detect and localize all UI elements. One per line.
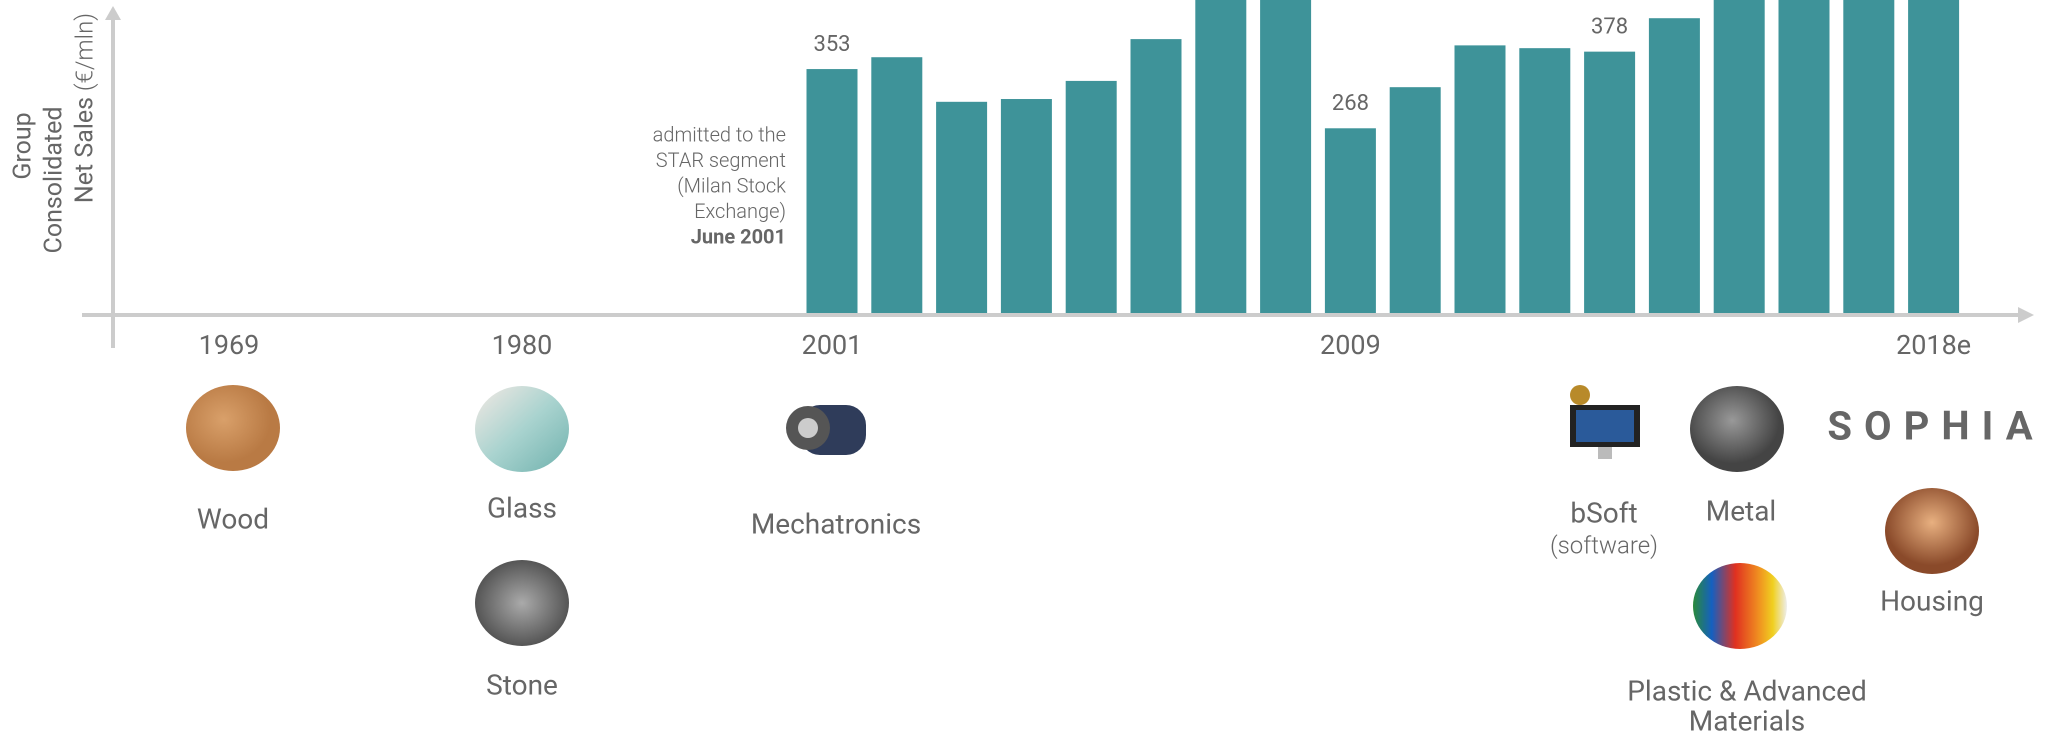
x-tick-label: 2001 [802,329,863,361]
bar [1130,39,1182,315]
bsoft-icon [1570,385,1640,459]
bar [1065,80,1117,315]
milestone-label: Wood [197,502,269,535]
stone-icon [475,560,569,646]
annotation-date: June 2001 [691,224,786,248]
bar [1778,0,1830,316]
milestone-label: Glass [487,491,557,524]
milestone-label: Housing [1880,584,1984,617]
bar [1324,128,1376,315]
bar [1389,87,1441,315]
x-tick-label: 2009 [1320,329,1381,361]
bar [1843,0,1895,316]
bar [1454,45,1506,315]
glass-icon [475,386,569,472]
milestone-label: Plastic & Advanced [1627,674,1867,707]
bar [806,69,858,315]
milestone-label: Metal [1706,494,1777,527]
bar [1908,0,1960,316]
data-label: 378 [1591,14,1628,39]
milestone-label: Stone [486,668,558,701]
housing-icon [1885,488,1979,574]
plastic-icon [1693,563,1787,649]
bar [1260,0,1312,315]
data-label: 268 [1332,91,1369,116]
y-axis-unit: (€/mln) [70,13,98,91]
annotation: STAR segment [656,148,786,172]
y-axis-label: Consolidated [40,107,69,254]
y-axis-label: Net Sales [71,97,100,203]
metal-icon [1690,386,1784,472]
bar [1000,99,1052,315]
bar [936,101,988,315]
timeline-year: 1980 [492,329,553,361]
bar [1195,0,1247,315]
annotation: admitted to the [653,122,786,146]
x-tick-label: 2018e [1896,329,1971,361]
timeline-year: 1969 [199,329,260,361]
bar [1713,0,1765,315]
bar [1519,48,1571,315]
annotation: Exchange) [694,199,786,223]
milestone-label: bSoft [1570,496,1637,529]
data-label: 353 [813,32,850,57]
y-axis-arrow [105,6,121,20]
wood-icon [186,385,280,471]
milestone-note: (software) [1550,531,1658,559]
logo-text: SOPHIA [1827,403,2044,450]
annotation: (Milan Stock [677,173,786,197]
bar [1648,18,1700,315]
mechatronics-icon [786,405,866,455]
bar [1584,51,1636,315]
milestone-label: Mechatronics [751,507,921,540]
y-axis-label: Group [9,112,38,179]
bar [871,57,923,315]
milestone-label: Materials [1689,704,1805,736]
